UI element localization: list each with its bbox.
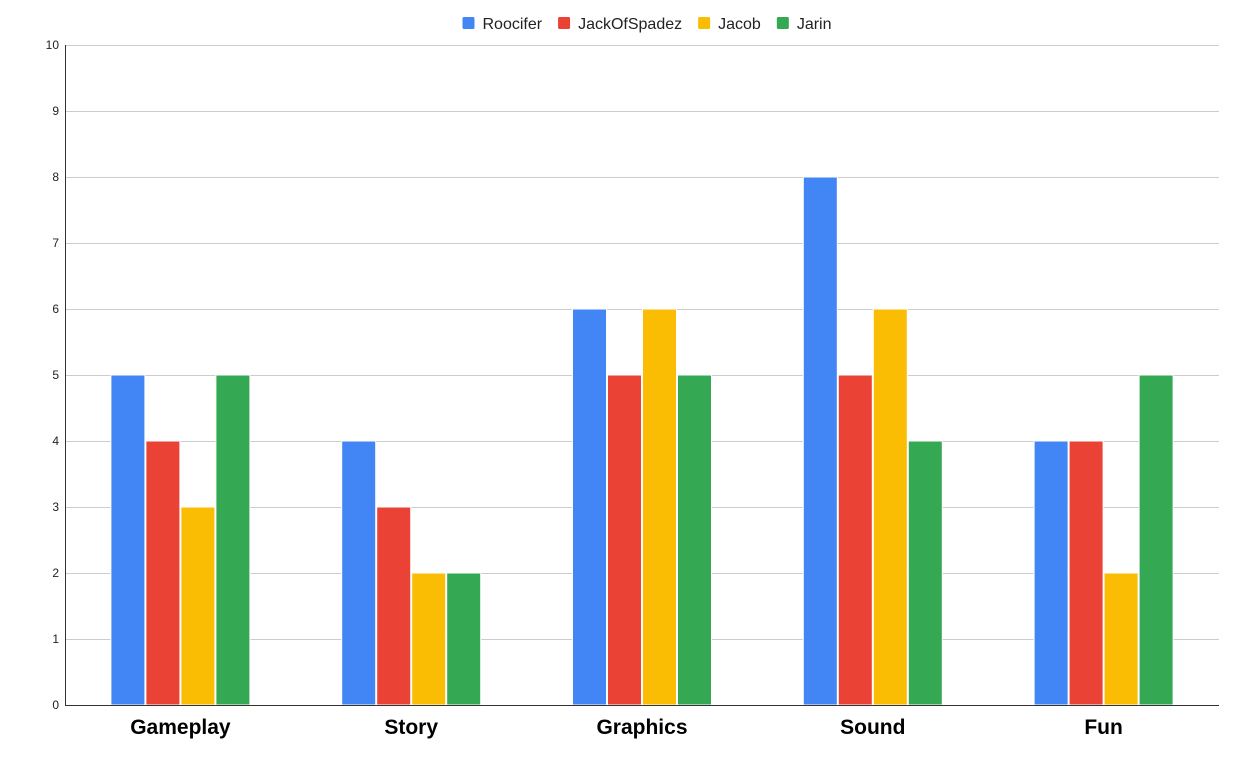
bar-roocifer-gameplay	[110, 374, 146, 706]
bar-jackofspadez-gameplay	[145, 440, 181, 706]
bar-jarin-graphics	[677, 374, 712, 706]
bar-roocifer-story	[341, 440, 377, 706]
y-tick-label: 8	[52, 170, 59, 184]
legend-item-jacob: Jacob	[698, 16, 761, 33]
x-tick-label: Sound	[840, 716, 905, 739]
bar-jacob-gameplay	[180, 506, 216, 706]
bar-roocifer-graphics	[572, 308, 607, 706]
legend-item-jackofspadez: JackOfSpadez	[558, 16, 682, 33]
bar-jackofspadez-graphics	[607, 374, 642, 706]
bar-roocifer-sound	[802, 176, 838, 706]
bar-jarin-fun	[1138, 374, 1174, 706]
bar-roocifer-fun	[1033, 440, 1069, 706]
bar-jacob-fun	[1103, 572, 1139, 706]
axes	[65, 45, 1219, 706]
legend-label: JackOfSpadez	[578, 16, 682, 33]
bar-jarin-story	[446, 572, 482, 706]
bar-jackofspadez-sound	[837, 374, 873, 706]
y-axis-ticks: 0 1 2 3 4 5 6 7 8 9 10	[46, 38, 60, 712]
bar-jacob-story	[411, 572, 447, 706]
bar-jarin-gameplay	[215, 374, 251, 706]
legend-label: Jacob	[718, 16, 761, 33]
legend-label: Roocifer	[482, 16, 542, 33]
bar-jarin-sound	[907, 440, 943, 706]
x-axis-ticks: Gameplay Story Graphics Sound Fun	[130, 716, 1123, 739]
x-tick-label: Graphics	[596, 716, 687, 739]
bar-jackofspadez-fun	[1068, 440, 1104, 706]
y-tick-label: 7	[52, 236, 59, 250]
y-tick-label: 10	[46, 38, 60, 52]
bars	[110, 176, 1174, 706]
y-tick-label: 1	[52, 632, 59, 646]
legend-swatch	[462, 17, 475, 29]
legend-label: Jarin	[797, 16, 832, 33]
legend-swatch	[698, 17, 711, 29]
legend-item-jarin: Jarin	[776, 16, 832, 33]
legend-swatch	[558, 17, 571, 29]
legend: Roocifer JackOfSpadez Jacob Jarin	[462, 16, 832, 33]
x-tick-label: Gameplay	[130, 716, 231, 739]
y-tick-label: 4	[52, 434, 59, 448]
bar-jackofspadez-story	[376, 506, 412, 706]
y-tick-label: 2	[52, 566, 59, 580]
y-tick-label: 5	[52, 368, 59, 382]
legend-item-roocifer: Roocifer	[462, 16, 543, 33]
x-tick-label: Fun	[1084, 716, 1122, 739]
x-tick-label: Story	[384, 716, 438, 739]
y-tick-label: 6	[52, 302, 59, 316]
bar-jacob-graphics	[642, 308, 677, 706]
legend-swatch	[776, 17, 789, 29]
y-tick-label: 3	[52, 500, 59, 514]
y-tick-label: 0	[52, 698, 59, 712]
bar-jacob-sound	[872, 308, 908, 706]
y-tick-label: 9	[52, 104, 59, 118]
